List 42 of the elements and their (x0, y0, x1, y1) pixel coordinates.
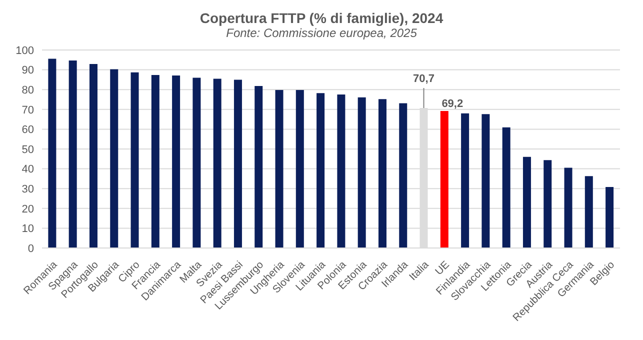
bar (606, 187, 614, 248)
y-tick-label: 10 (22, 223, 34, 236)
data-label: 69,2 (442, 98, 464, 110)
chart-subtitle: Fonte: Commissione europea, 2025 (225, 26, 418, 40)
y-tick-label: 60 (22, 124, 34, 136)
bar (275, 90, 284, 248)
y-tick-label: 80 (22, 84, 34, 97)
chart-title: Copertura FTTP (% di famiglie), 2024 (198, 9, 444, 26)
y-tick-label: 50 (22, 144, 34, 156)
bar (68, 60, 77, 248)
y-tick-label: 30 (22, 184, 34, 196)
bar (378, 99, 386, 248)
bar (296, 90, 304, 248)
bar (172, 76, 180, 248)
bar (110, 69, 118, 248)
bar (151, 74, 160, 248)
y-tick-label: 40 (22, 164, 34, 176)
bar (584, 176, 593, 248)
bar (130, 72, 139, 248)
bar (316, 93, 325, 248)
bar (522, 156, 531, 248)
bar (544, 160, 552, 248)
y-tick-label: 100 (16, 44, 34, 57)
bar (234, 80, 242, 248)
bar (564, 168, 572, 248)
bar (213, 78, 222, 248)
y-tick-label: 90 (22, 64, 34, 77)
bar (358, 97, 366, 248)
y-tick-label: 20 (22, 203, 34, 216)
bar (254, 86, 263, 248)
y-tick-label: 0 (28, 242, 34, 255)
bar (192, 78, 201, 248)
bar (337, 94, 346, 248)
y-tick-label: 70 (22, 104, 34, 116)
bar (399, 103, 408, 248)
data-label: 70,7 (413, 73, 434, 86)
bar (89, 64, 98, 248)
bar (502, 127, 510, 248)
bar (440, 110, 448, 248)
bar (48, 58, 56, 248)
bar (482, 114, 490, 248)
bar (461, 113, 470, 248)
